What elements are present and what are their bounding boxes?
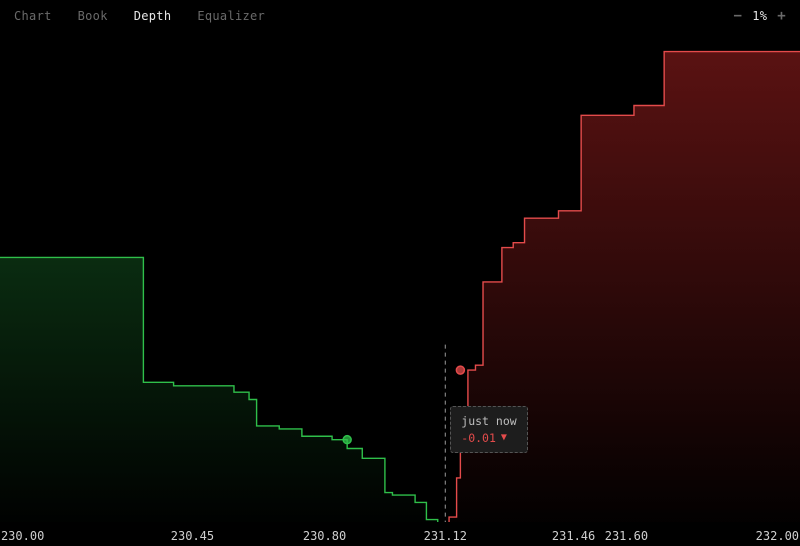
zoom-in-button[interactable]: + <box>777 9 786 23</box>
zoom-value: 1% <box>752 9 767 23</box>
x-axis-tick: 231.12 <box>424 529 467 543</box>
tab-chart[interactable]: Chart <box>14 9 52 23</box>
x-axis-tick: 230.00 <box>1 529 44 543</box>
x-axis-tick: 232.00 <box>756 529 799 543</box>
x-axis-tick: 230.45 <box>171 529 214 543</box>
x-axis-tick: 230.80 <box>303 529 346 543</box>
depth-chart[interactable]: 230.00 230.45 230.80 231.12 231.46 231.60 232.… <box>0 32 800 546</box>
zoom-out-button[interactable]: − <box>733 9 742 23</box>
tab-book[interactable]: Book <box>78 9 108 23</box>
tab-depth[interactable]: Depth <box>134 9 172 23</box>
tab-equalizer[interactable]: Equalizer <box>197 9 265 23</box>
x-axis-tick: 231.46 <box>552 529 595 543</box>
x-axis-tick: 231.60 <box>605 529 648 543</box>
zoom-control: − 1% + <box>733 9 786 23</box>
view-tabs: Chart Book Depth Equalizer <box>14 9 265 23</box>
